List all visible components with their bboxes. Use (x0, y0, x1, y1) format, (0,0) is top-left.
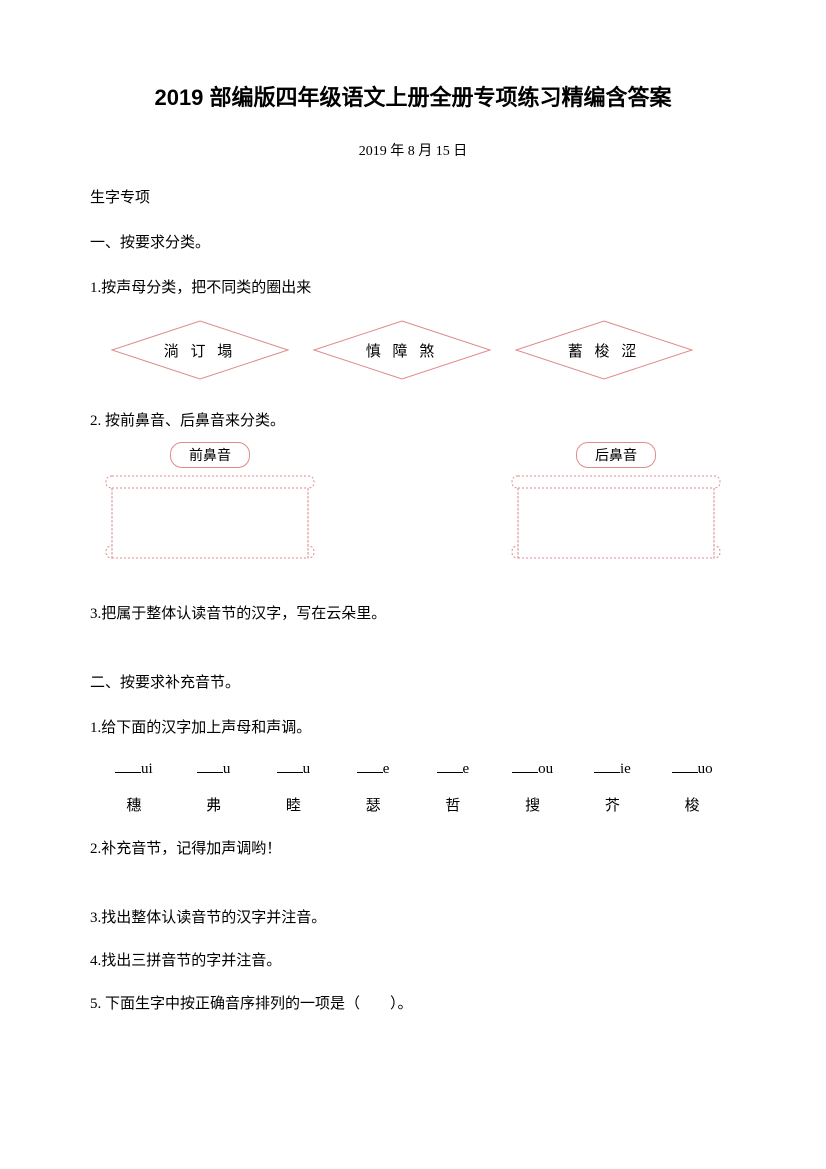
diamond-1: 淌 订 塌 (110, 319, 290, 381)
diamond-2-text: 慎 障 煞 (366, 340, 439, 361)
hanzi-1: 穗 (94, 794, 174, 815)
pinyin-8: uo (652, 759, 732, 778)
hanzi-2: 弗 (174, 794, 254, 815)
part1-q2: 2. 按前鼻音、后鼻音来分类。 (90, 409, 736, 430)
part2-q4: 4.找出三拼音节的字并注音。 (90, 949, 736, 970)
hanzi-row: 穗 弗 睦 瑟 哲 搜 芥 梭 (90, 794, 736, 815)
part2-q2: 2.补充音节，记得加声调哟！ (90, 837, 736, 858)
diamond-1-text: 淌 订 塌 (164, 340, 237, 361)
pinyin-3: u (254, 759, 334, 778)
scroll-1-box (100, 458, 320, 568)
scroll-2-box (506, 458, 726, 568)
scroll-1: 前鼻音 (100, 452, 320, 568)
part1-q3: 3.把属于整体认读音节的汉字，写在云朵里。 (90, 602, 736, 623)
diamond-3: 蓄 梭 涩 (514, 319, 694, 381)
doc-date: 2019 年 8 月 15 日 (90, 140, 736, 160)
hanzi-3: 睦 (254, 794, 334, 815)
pinyin-7: ie (573, 759, 653, 778)
pinyin-5: e (413, 759, 493, 778)
pinyin-6: ou (493, 759, 573, 778)
section-label: 生字专项 (90, 186, 736, 207)
part2-q1: 1.给下面的汉字加上声母和声调。 (90, 716, 736, 737)
hanzi-7: 芥 (573, 794, 653, 815)
pinyin-1: ui (94, 759, 174, 778)
scroll-2-label: 后鼻音 (576, 442, 656, 468)
part2-q3: 3.找出整体认读音节的汉字并注音。 (90, 906, 736, 927)
hanzi-5: 哲 (413, 794, 493, 815)
pinyin-row: ui u u e e ou ie uo (90, 759, 736, 778)
diamond-row: 淌 订 塌 慎 障 煞 蓄 梭 涩 (110, 319, 736, 381)
diamond-2: 慎 障 煞 (312, 319, 492, 381)
scroll-1-label: 前鼻音 (170, 442, 250, 468)
hanzi-4: 瑟 (333, 794, 413, 815)
part2-q5: 5. 下面生字中按正确音序排列的一项是（ ）。 (90, 992, 736, 1013)
part1-q1: 1.按声母分类，把不同类的圈出来 (90, 276, 736, 297)
diamond-3-text: 蓄 梭 涩 (568, 340, 641, 361)
part1-heading: 一、按要求分类。 (90, 231, 736, 252)
pinyin-2: u (174, 759, 254, 778)
part2-heading: 二、按要求补充音节。 (90, 671, 736, 692)
hanzi-8: 梭 (652, 794, 732, 815)
pinyin-4: e (333, 759, 413, 778)
scroll-2: 后鼻音 (506, 452, 726, 568)
scroll-row: 前鼻音 后鼻音 (100, 452, 726, 568)
doc-title: 2019 部编版四年级语文上册全册专项练习精编含答案 (90, 80, 736, 112)
hanzi-6: 搜 (493, 794, 573, 815)
